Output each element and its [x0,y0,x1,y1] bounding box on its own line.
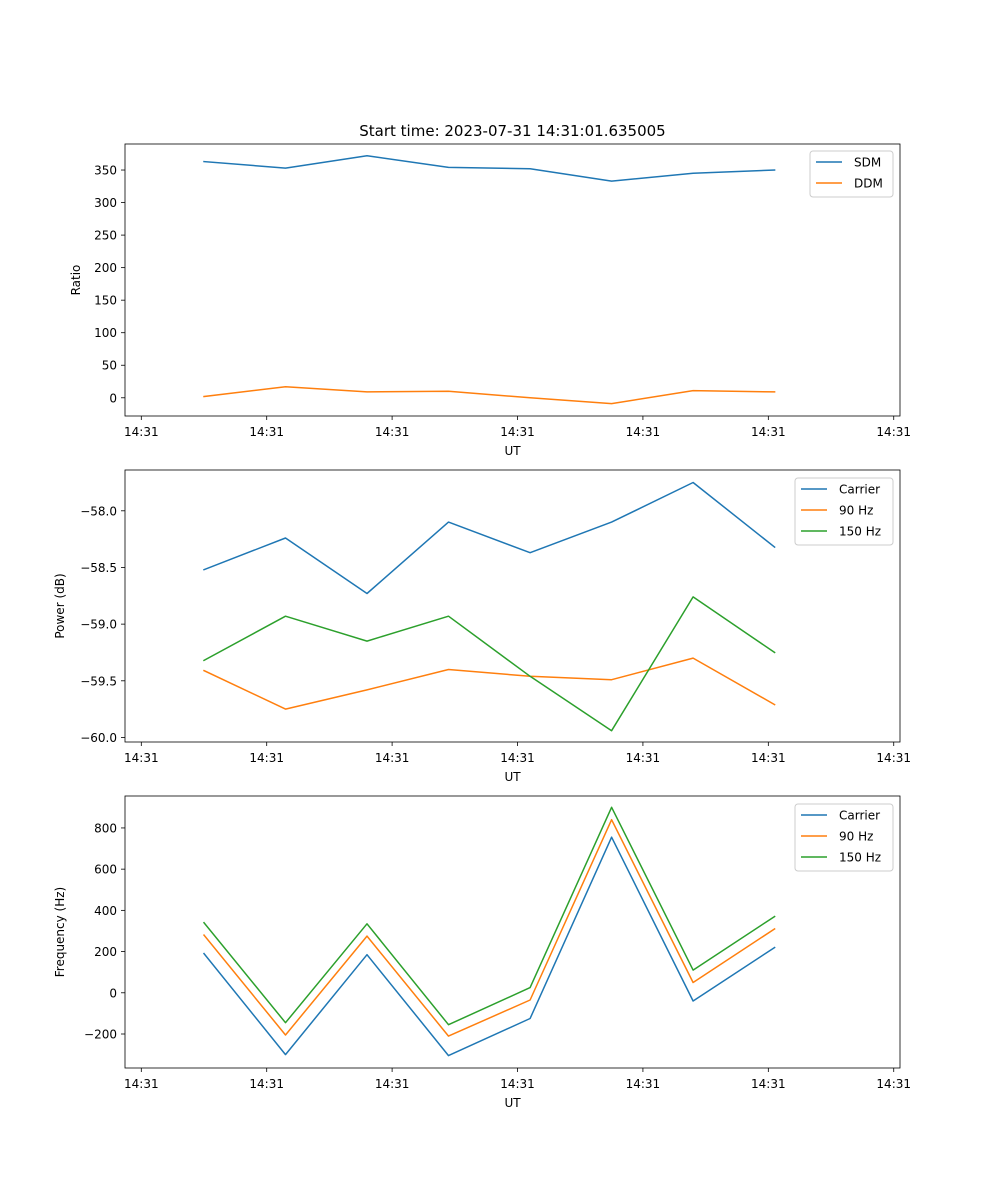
x-tick-label: 14:31 [751,425,786,439]
y-tick-label: −60.0 [80,731,117,745]
y-tick-label: 350 [94,164,117,178]
figure-title: Start time: 2023-07-31 14:31:01.635005 [359,122,665,140]
legend-label: 90 Hz [839,504,873,518]
legend-label: 150 Hz [839,525,881,539]
x-tick-label: 14:31 [500,751,535,765]
y-tick-label: −59.0 [80,618,117,632]
y-tick-label: 600 [94,863,117,877]
legend: Carrier 90 Hz 150 Hz [794,803,894,872]
series-line-90-hz [202,818,776,1037]
x-tick-label: 14:31 [626,1077,661,1091]
series-line-90-hz [203,657,776,710]
x-axis-label: UT [504,444,521,458]
series-line-150-hz [202,596,776,732]
axes-frame [124,795,901,1069]
x-tick-label: 14:31 [500,1077,535,1091]
y-tick-label: −58.5 [80,561,117,575]
x-tick-label: 14:31 [626,425,661,439]
x-axis-label: UT [504,1096,521,1110]
legend-label: SDM [854,156,881,170]
x-tick-label: 14:31 [124,1077,159,1091]
y-axis-label: Ratio [69,265,83,296]
x-tick-label: 14:31 [124,425,159,439]
legend-label: DDM [854,177,883,191]
y-axis-label: Power (dB) [53,573,67,638]
x-tick-label: 14:31 [751,751,786,765]
x-tick-label: 14:31 [876,1077,911,1091]
x-tick-label: 14:31 [124,751,159,765]
y-tick-label: 200 [94,261,117,275]
series-line-150-hz [202,806,776,1026]
legend-label: 150 Hz [839,851,881,865]
series-line-ddm [203,385,776,405]
series-line-carrier [202,836,776,1057]
chart-panel-3: 14:3114:3114:3114:3114:3114:3114:3114:32… [53,795,911,1110]
series-line-carrier [203,481,776,595]
y-tick-label: 300 [94,196,117,210]
axes-frame [124,469,901,743]
axes-frame [124,143,901,417]
y-axis-label: Frequency (Hz) [53,887,67,978]
legend-label: Carrier [839,809,880,823]
y-tick-label: 50 [102,359,117,373]
y-tick-label: 250 [94,229,117,243]
series-line-sdm [203,154,776,182]
y-tick-label: 150 [94,294,117,308]
chart-panel-1: 14:3114:3114:3114:3114:3114:3114:3114:32… [69,143,911,458]
x-axis-label: UT [504,770,521,784]
y-tick-label: 200 [94,945,117,959]
x-tick-label: 14:31 [876,751,911,765]
y-tick-label: 100 [94,326,117,340]
x-tick-label: 14:31 [249,425,284,439]
x-tick-label: 14:31 [876,425,911,439]
x-tick-label: 14:31 [249,1077,284,1091]
x-tick-label: 14:31 [249,751,284,765]
x-tick-label: 14:31 [751,1077,786,1091]
x-tick-label: 14:31 [500,425,535,439]
legend: Carrier 90 Hz 150 Hz [794,477,894,546]
x-tick-label: 14:31 [375,1077,410,1091]
y-tick-label: −200 [84,1028,117,1042]
y-tick-label: 400 [94,904,117,918]
legend-label: Carrier [839,483,880,497]
y-tick-label: −59.5 [80,674,117,688]
legend: SDM DDM [809,150,894,198]
legend-box [794,477,894,546]
legend-label: 90 Hz [839,830,873,844]
chart-panel-2: 14:3114:3114:3114:3114:3114:3114:3114:32… [53,469,911,784]
x-tick-label: 14:31 [375,751,410,765]
x-tick-label: 14:31 [626,751,661,765]
y-tick-label: −58.0 [80,504,117,518]
legend-box [794,803,894,872]
y-tick-label: 800 [94,821,117,835]
y-tick-label: 0 [109,391,117,405]
y-tick-label: 0 [109,986,117,1000]
x-tick-label: 14:31 [375,425,410,439]
